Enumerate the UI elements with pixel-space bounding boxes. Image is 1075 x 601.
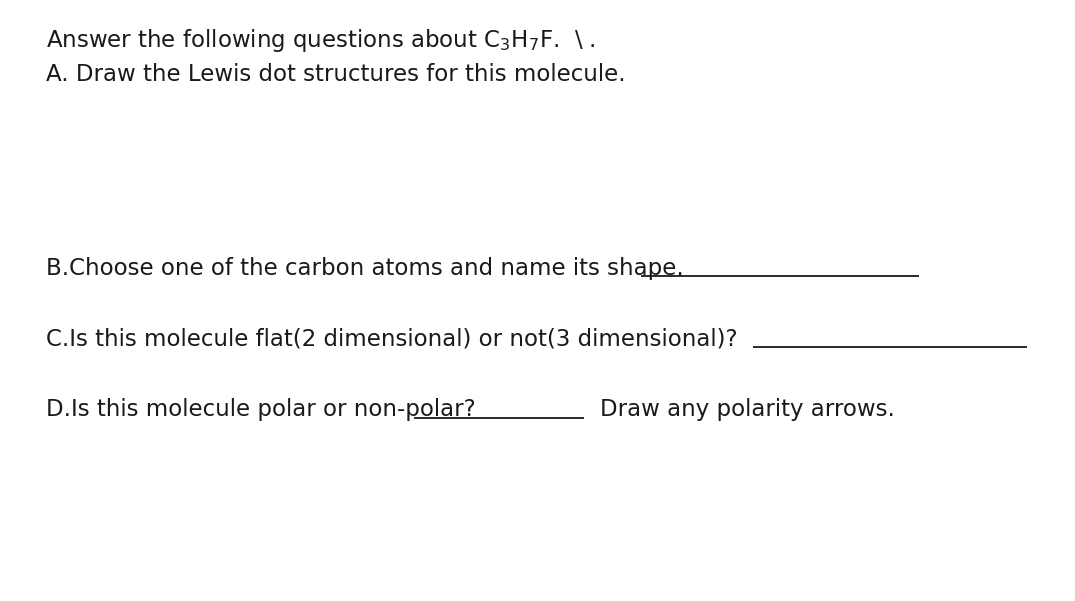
Text: Draw any polarity arrows.: Draw any polarity arrows. <box>600 398 894 421</box>
Text: C.Is this molecule flat(2 dimensional) or not(3 dimensional)?: C.Is this molecule flat(2 dimensional) o… <box>46 328 737 350</box>
Text: Answer the following questions about C$_3$H$_7$F.  \ .: Answer the following questions about C$_… <box>46 27 596 54</box>
Text: B.Choose one of the carbon atoms and name its shape.: B.Choose one of the carbon atoms and nam… <box>46 257 684 279</box>
Text: A. Draw the Lewis dot structures for this molecule.: A. Draw the Lewis dot structures for thi… <box>46 63 626 86</box>
Text: D.Is this molecule polar or non-polar?: D.Is this molecule polar or non-polar? <box>46 398 476 421</box>
